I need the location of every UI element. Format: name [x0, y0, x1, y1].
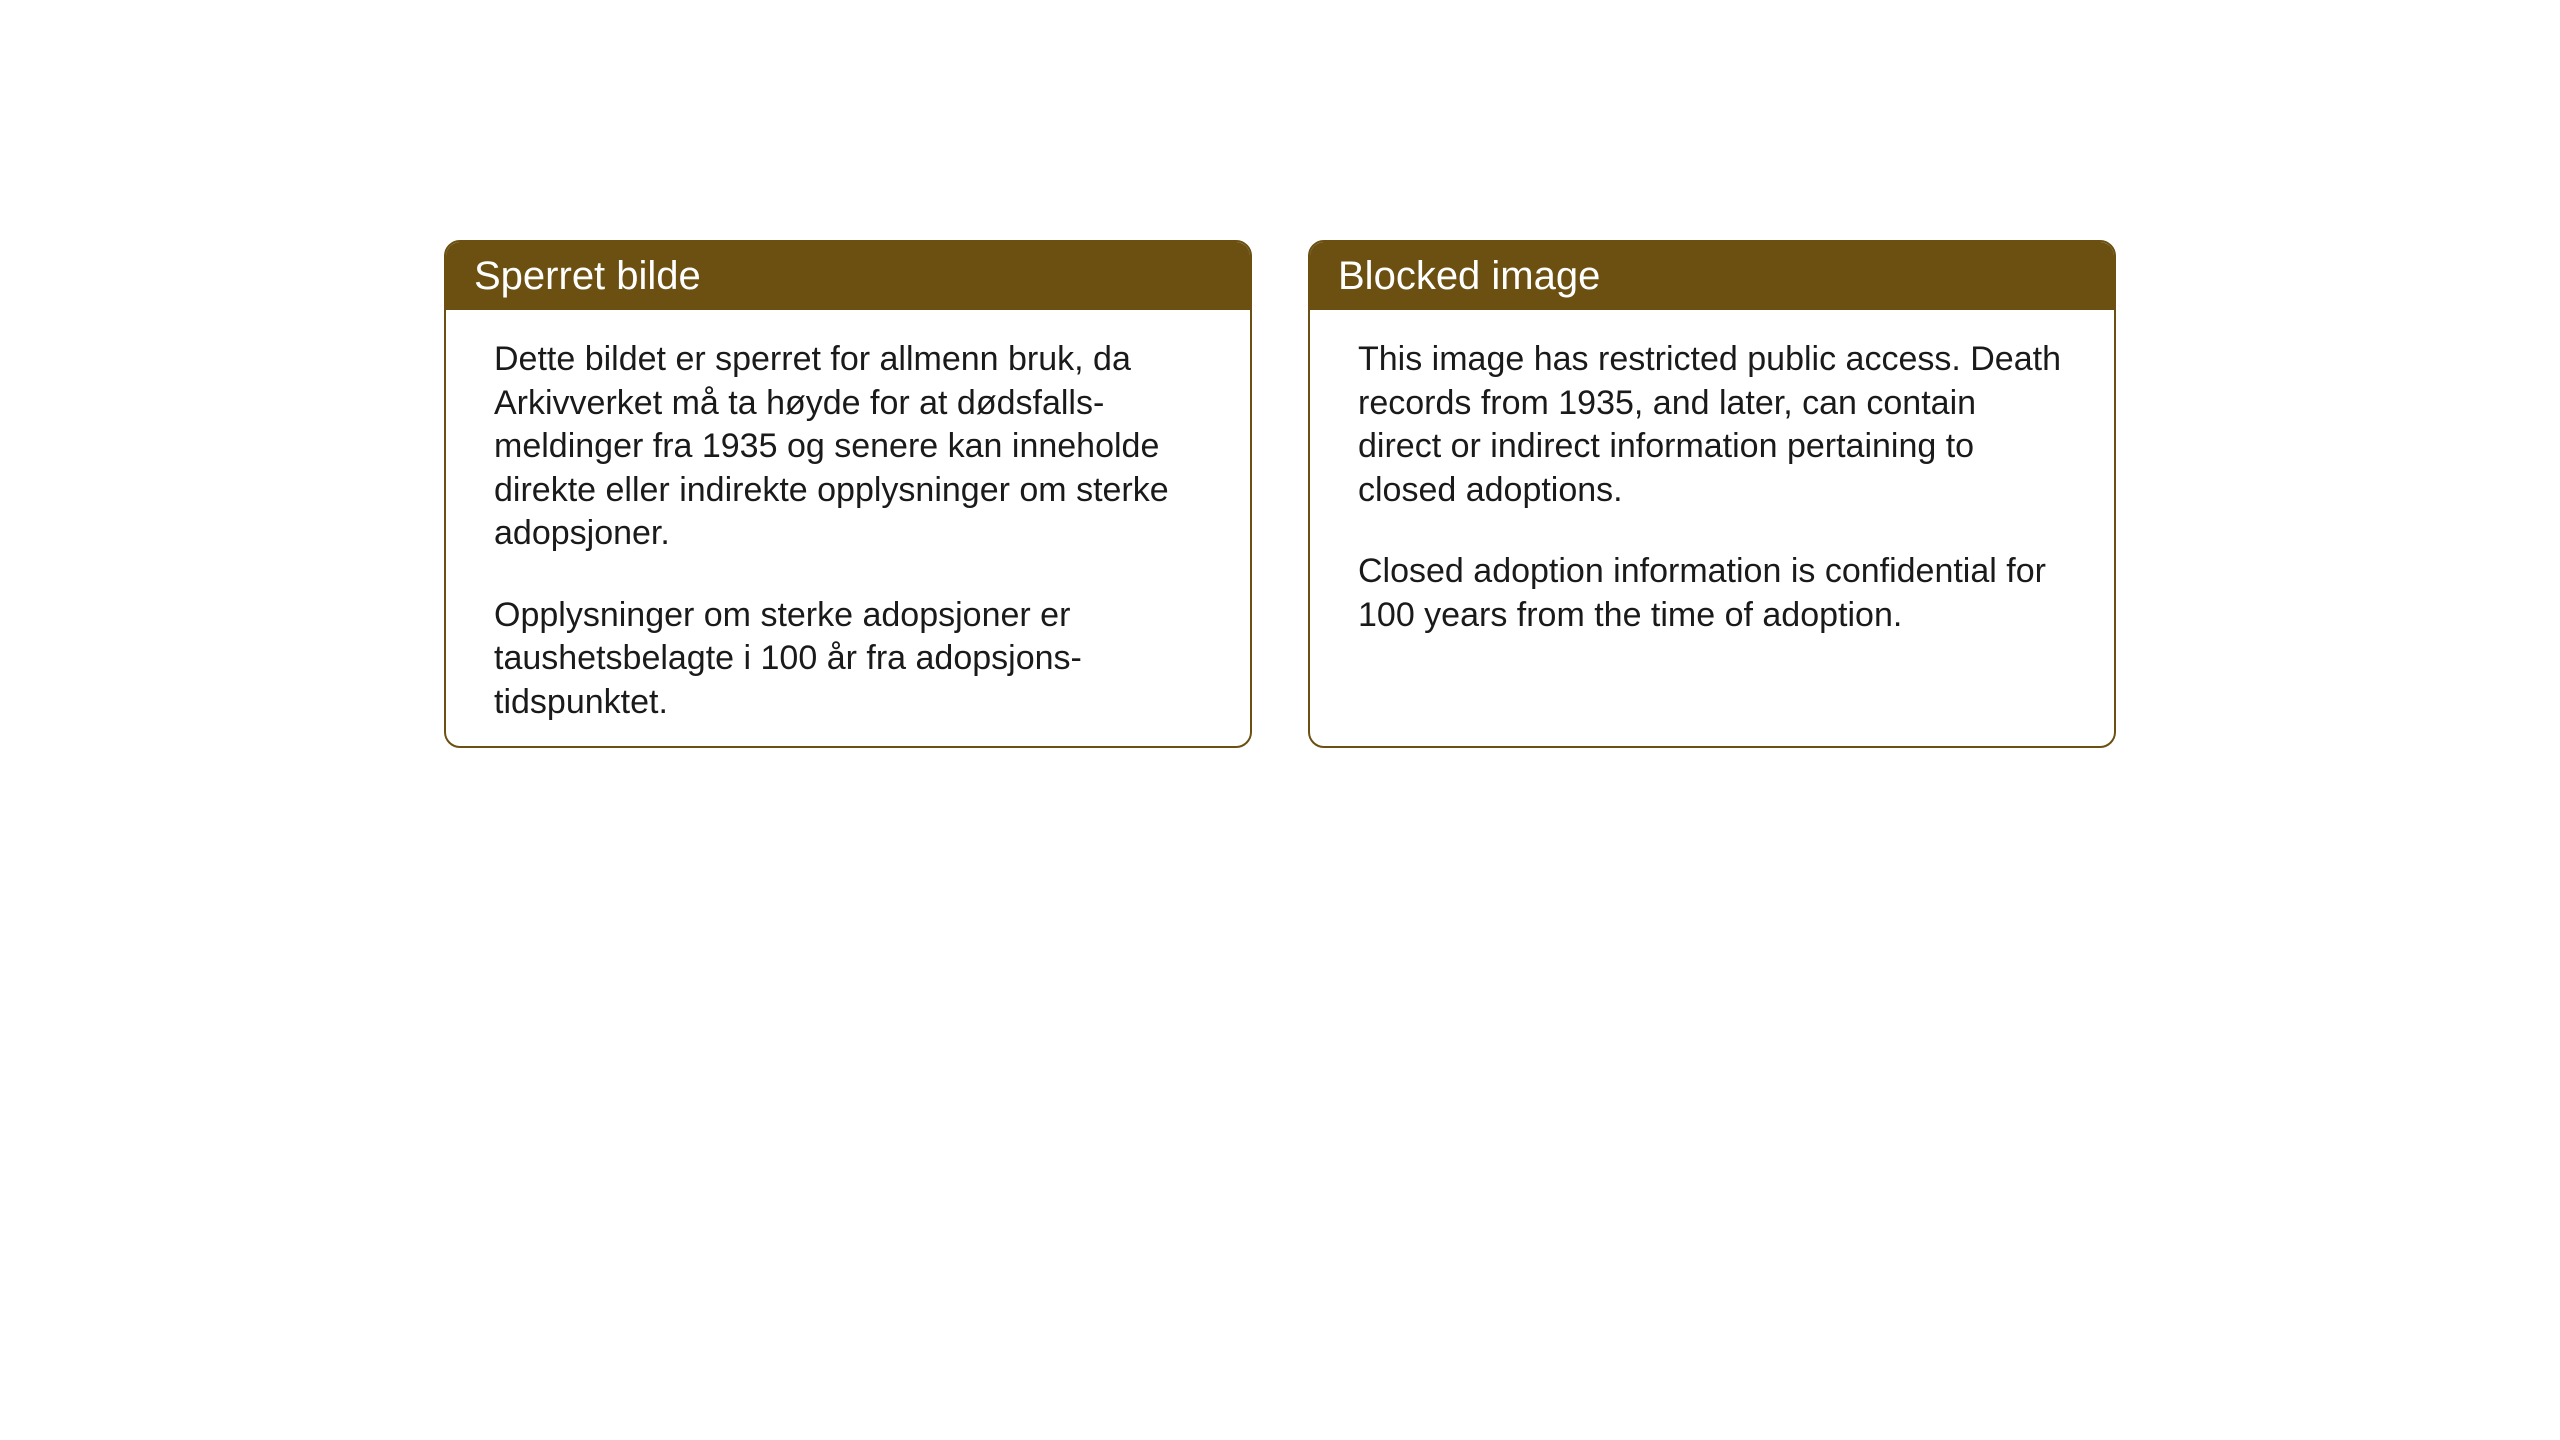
- card-paragraph-1-norwegian: Dette bildet er sperret for allmenn bruk…: [494, 338, 1202, 556]
- card-body-english: This image has restricted public access.…: [1310, 310, 2114, 665]
- card-norwegian: Sperret bilde Dette bildet er sperret fo…: [444, 240, 1252, 748]
- card-paragraph-2-english: Closed adoption information is confident…: [1358, 550, 2066, 637]
- card-header-norwegian: Sperret bilde: [446, 242, 1250, 310]
- card-paragraph-2-norwegian: Opplysninger om sterke adopsjoner er tau…: [494, 594, 1202, 725]
- card-header-english: Blocked image: [1310, 242, 2114, 310]
- card-paragraph-1-english: This image has restricted public access.…: [1358, 338, 2066, 512]
- cards-container: Sperret bilde Dette bildet er sperret fo…: [444, 240, 2116, 748]
- card-english: Blocked image This image has restricted …: [1308, 240, 2116, 748]
- card-body-norwegian: Dette bildet er sperret for allmenn bruk…: [446, 310, 1250, 748]
